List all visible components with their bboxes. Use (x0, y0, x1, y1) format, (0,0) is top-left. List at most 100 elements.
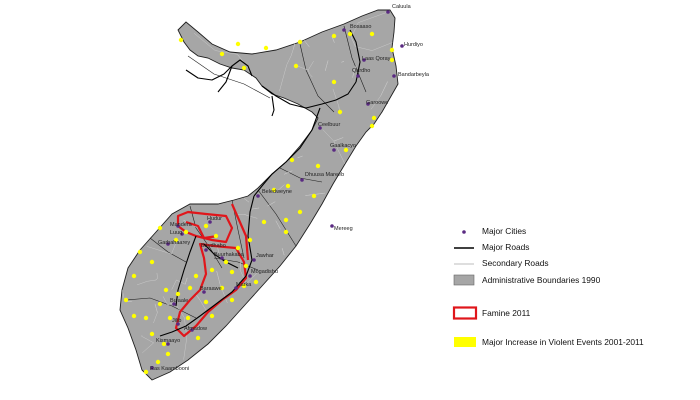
secondary-road (243, 213, 248, 216)
city-label: Mandera (170, 222, 193, 228)
major-road (185, 59, 253, 81)
admin-boundary-line (187, 55, 271, 99)
city-dot-icon (462, 230, 466, 234)
violence-marker (149, 331, 155, 337)
secondary-road (239, 269, 247, 285)
violence-marker (315, 163, 321, 169)
violence-marker (131, 313, 137, 319)
city-label: Mereeg (334, 226, 353, 232)
violence-marker (209, 313, 215, 319)
city-marker (190, 328, 194, 332)
city-label: Dhuusa Mareeb (305, 172, 344, 178)
violence-marker (347, 31, 353, 37)
violence-marker (261, 219, 267, 225)
secondary-road (333, 141, 345, 164)
city-label: Garoowe (366, 100, 388, 106)
city-marker (342, 28, 346, 32)
city-marker (220, 256, 224, 260)
violence-marker (157, 301, 163, 307)
city-label: Jawhar (256, 253, 274, 259)
city-marker (176, 322, 180, 326)
violence-marker (289, 157, 295, 163)
city-marker (362, 58, 366, 62)
violence-marker (187, 285, 193, 291)
admin-boundary-line (279, 167, 323, 183)
secondary-road (333, 137, 344, 142)
secondary-road (155, 278, 158, 281)
violence-marker (165, 351, 171, 357)
city-marker (248, 274, 252, 278)
secondary-road (147, 279, 156, 282)
violence-marker (213, 233, 219, 239)
violence-marker (297, 209, 303, 215)
violence-marker (283, 229, 289, 235)
secondary-road (331, 36, 335, 43)
violence-marker (193, 273, 199, 279)
city-label: Garbahaarey (158, 240, 190, 246)
secondary-road (153, 312, 158, 324)
violence-marker (389, 47, 395, 53)
admin-boundary-line (257, 189, 297, 247)
secondary-road (322, 129, 334, 142)
secondary-road (307, 61, 314, 71)
city-label: Mogadishu (251, 269, 278, 275)
secondary-road (290, 48, 294, 56)
violence-marker (293, 63, 299, 69)
secondary-road (171, 240, 178, 255)
secondary-road (303, 40, 310, 48)
legend-label-secondary-roads: Secondary Roads (482, 258, 549, 268)
secondary-road (371, 42, 393, 51)
city-marker (318, 126, 322, 130)
secondary-road (183, 337, 188, 360)
violence-marker (331, 33, 337, 39)
city-label: Jilib (172, 318, 181, 324)
city-label: Caluula (392, 4, 412, 10)
violence-marker (241, 283, 247, 289)
violence-marker (263, 45, 269, 51)
city-label: Buurhakaba (214, 252, 245, 258)
violence-marker (161, 341, 167, 347)
city-label: Bu'aale (170, 298, 188, 304)
city-label: Laas Qoray (362, 56, 391, 62)
violence-marker (143, 369, 149, 375)
major-road (271, 95, 275, 117)
violence-marker (143, 315, 149, 321)
secondary-road (355, 46, 373, 51)
city-label: Baraawe (200, 286, 222, 292)
secondary-road (304, 68, 309, 71)
secondary-road (281, 248, 285, 256)
major-road-icon (454, 247, 474, 249)
city-marker (150, 366, 154, 370)
secondary-road (243, 198, 249, 203)
major-road (261, 81, 357, 109)
violence-marker (157, 225, 163, 231)
city-label: Kismaayo (156, 338, 180, 344)
violence-marker (203, 223, 209, 229)
violence-marker (219, 51, 225, 57)
secondary-road (193, 33, 216, 51)
city-label: Hudur (207, 216, 222, 222)
city-label: Hurdiyo (404, 42, 423, 48)
secondary-road (141, 336, 154, 344)
city-labels: Caluula Bosaaso Qardho Bandarbeyla Hurdiyo Ga… (150, 4, 430, 372)
secondary-road (246, 270, 260, 285)
secondary-road (324, 60, 329, 72)
secondary-road (171, 279, 177, 290)
secondary-road (297, 65, 305, 69)
secondary-road (279, 64, 288, 92)
secondary-road (276, 184, 285, 192)
major-road (159, 275, 247, 337)
violence-marker (203, 299, 209, 305)
secondary-road (142, 342, 154, 354)
city-marker (252, 258, 256, 262)
city-marker (166, 342, 170, 346)
secondary-road (267, 201, 276, 207)
major-road (349, 29, 361, 83)
violence-marker (163, 287, 169, 293)
secondary-road (146, 246, 172, 255)
major-road (245, 195, 255, 277)
violence-marker (173, 237, 179, 243)
secondary-road (283, 170, 293, 175)
city-marker (204, 248, 208, 252)
violence-marker (185, 315, 191, 321)
